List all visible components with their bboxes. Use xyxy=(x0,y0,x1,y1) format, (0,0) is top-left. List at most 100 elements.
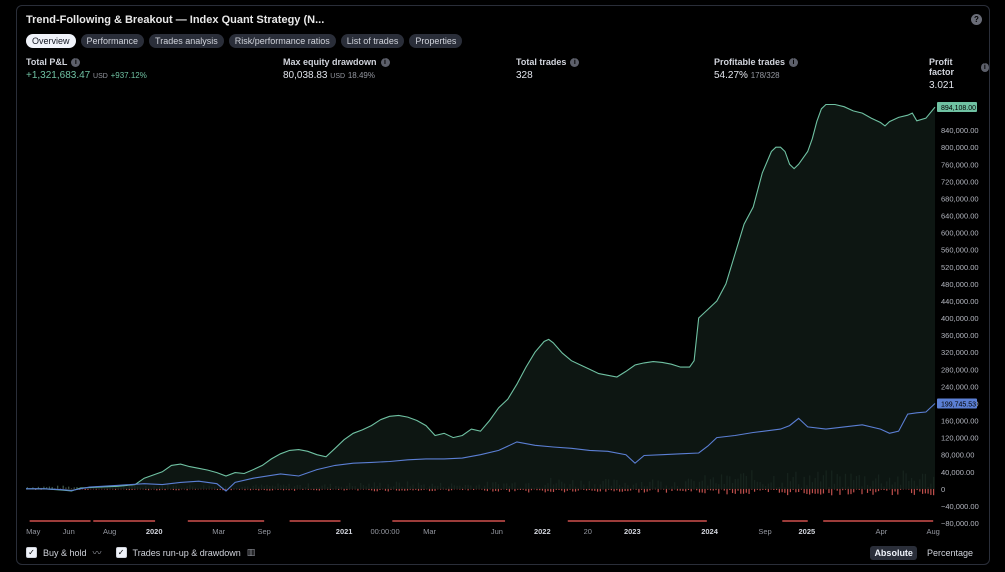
drawdown-bar xyxy=(698,488,701,493)
drawdown-bar xyxy=(442,488,444,490)
drawdown-bar xyxy=(632,488,634,490)
drawdown-bar xyxy=(759,488,761,491)
drawdown-bar xyxy=(167,488,169,490)
drawdown-bar xyxy=(158,488,161,491)
drawdown-bar xyxy=(450,488,453,491)
drawdown-bar xyxy=(619,488,621,492)
drawdown-bar xyxy=(833,488,836,490)
absolute-button[interactable]: Absolute xyxy=(870,546,917,560)
drawdown-bar xyxy=(247,488,249,490)
buy-hold-toggle[interactable]: ✓ Buy & hold 〰 xyxy=(26,546,102,559)
drawdown-bar xyxy=(189,488,191,490)
drawdown-bar xyxy=(511,488,513,490)
drawdown-bar xyxy=(756,488,758,490)
equity-area xyxy=(26,104,935,491)
tab-list-of-trades[interactable]: List of trades xyxy=(340,34,405,48)
drawdown-bar xyxy=(368,488,370,491)
drawdown-bar xyxy=(216,488,219,490)
drawdown-bar xyxy=(795,488,797,493)
drawdown-bar xyxy=(131,488,133,490)
percentage-button[interactable]: Percentage xyxy=(926,548,973,558)
y-tick-label: 600,000.00 xyxy=(941,229,979,238)
drawdown-bar xyxy=(924,488,926,494)
drawdown-bar xyxy=(641,488,643,490)
drawdown-period-bar xyxy=(823,520,934,522)
drawdown-bar xyxy=(434,488,436,491)
y-tick-label: 360,000.00 xyxy=(941,331,979,340)
drawdown-bar xyxy=(343,488,345,491)
drawdown-bar xyxy=(908,488,910,490)
drawdown-bar xyxy=(324,488,326,490)
drawdown-bar xyxy=(492,488,494,492)
drawdown-bar xyxy=(203,488,205,490)
drawdown-bar xyxy=(888,488,891,490)
drawdown-bar xyxy=(734,488,736,494)
runup-bar xyxy=(32,487,34,489)
drawdown-bar xyxy=(902,488,904,490)
drawdown-bar xyxy=(307,488,309,490)
drawdown-bar xyxy=(605,488,607,492)
runup-bar xyxy=(46,487,48,489)
drawdown-bar xyxy=(357,488,359,491)
drawdown-bar xyxy=(638,488,640,493)
runup-bar xyxy=(51,486,53,489)
drawdown-bar xyxy=(150,488,152,490)
drawdown-bar xyxy=(635,488,637,490)
drawdown-bar xyxy=(522,488,524,490)
info-icon[interactable]: i xyxy=(980,62,989,72)
runup-drawdown-toggle[interactable]: ✓ Trades run-up & drawdown ▥ xyxy=(115,546,255,559)
drawdown-bar xyxy=(332,488,334,490)
drawdown-bar xyxy=(420,488,422,491)
drawdown-bar xyxy=(340,488,342,490)
tab-risk-performance-ratios[interactable]: Risk/performance ratios xyxy=(228,34,336,48)
tab-trades-analysis[interactable]: Trades analysis xyxy=(149,34,224,48)
drawdown-bar xyxy=(475,488,477,490)
drawdown-bar xyxy=(172,488,174,491)
drawdown-bar xyxy=(563,488,566,493)
info-icon[interactable]: i xyxy=(71,57,81,67)
drawdown-bar xyxy=(459,488,461,490)
drawdown-period-bar xyxy=(29,520,91,522)
drawdown-bar xyxy=(880,488,882,490)
checkbox-icon[interactable]: ✓ xyxy=(115,547,127,558)
info-icon[interactable]: i xyxy=(380,57,390,67)
drawdown-bar xyxy=(271,488,274,491)
help-icon[interactable]: ? xyxy=(971,14,982,25)
tab-properties[interactable]: Properties xyxy=(409,34,463,48)
drawdown-bar xyxy=(109,488,111,490)
total-pnl-percent: +937.12% xyxy=(110,71,147,80)
drawdown-bar xyxy=(467,488,469,491)
drawdown-bar xyxy=(693,488,695,490)
drawdown-bar xyxy=(789,488,791,493)
drawdown-bar xyxy=(671,488,673,491)
drawdown-bar xyxy=(269,488,271,491)
drawdown-bar xyxy=(855,488,858,490)
drawdown-bar xyxy=(872,488,874,495)
drawdown-bar xyxy=(913,488,915,495)
drawdown-bar xyxy=(222,488,224,491)
tab-overview[interactable]: Overview xyxy=(26,34,76,48)
drawdown-bar xyxy=(831,488,833,496)
metric-label: Profitable trades xyxy=(714,57,786,67)
y-tick-label: 440,000.00 xyxy=(941,297,979,306)
info-icon[interactable]: i xyxy=(789,57,799,67)
drawdown-bar xyxy=(299,488,301,490)
drawdown-bar xyxy=(225,488,227,490)
drawdown-bar xyxy=(478,488,480,490)
drawdown-bar xyxy=(704,488,706,494)
drawdown-bar xyxy=(866,488,869,493)
drawdown-bar xyxy=(92,488,95,490)
checkbox-icon[interactable]: ✓ xyxy=(26,547,37,558)
drawdown-bar xyxy=(164,488,166,491)
x-tick-label: May xyxy=(26,527,40,536)
drawdown-bar xyxy=(839,488,841,495)
equity-chart[interactable]: 840,000.00 800,000.00 760,000.00 720,000.00… xyxy=(17,6,991,566)
value-mode-switch: Absolute Percentage xyxy=(870,546,977,560)
drawdown-bar xyxy=(453,488,455,490)
y-tick-label: 240,000.00 xyxy=(941,382,979,391)
y-tick-label: −40,000.00 xyxy=(941,502,979,511)
drawdown-bar xyxy=(404,488,406,491)
info-icon[interactable]: i xyxy=(570,57,580,67)
tab-performance[interactable]: Performance xyxy=(80,34,145,48)
drawdown-period-bar xyxy=(289,520,341,522)
